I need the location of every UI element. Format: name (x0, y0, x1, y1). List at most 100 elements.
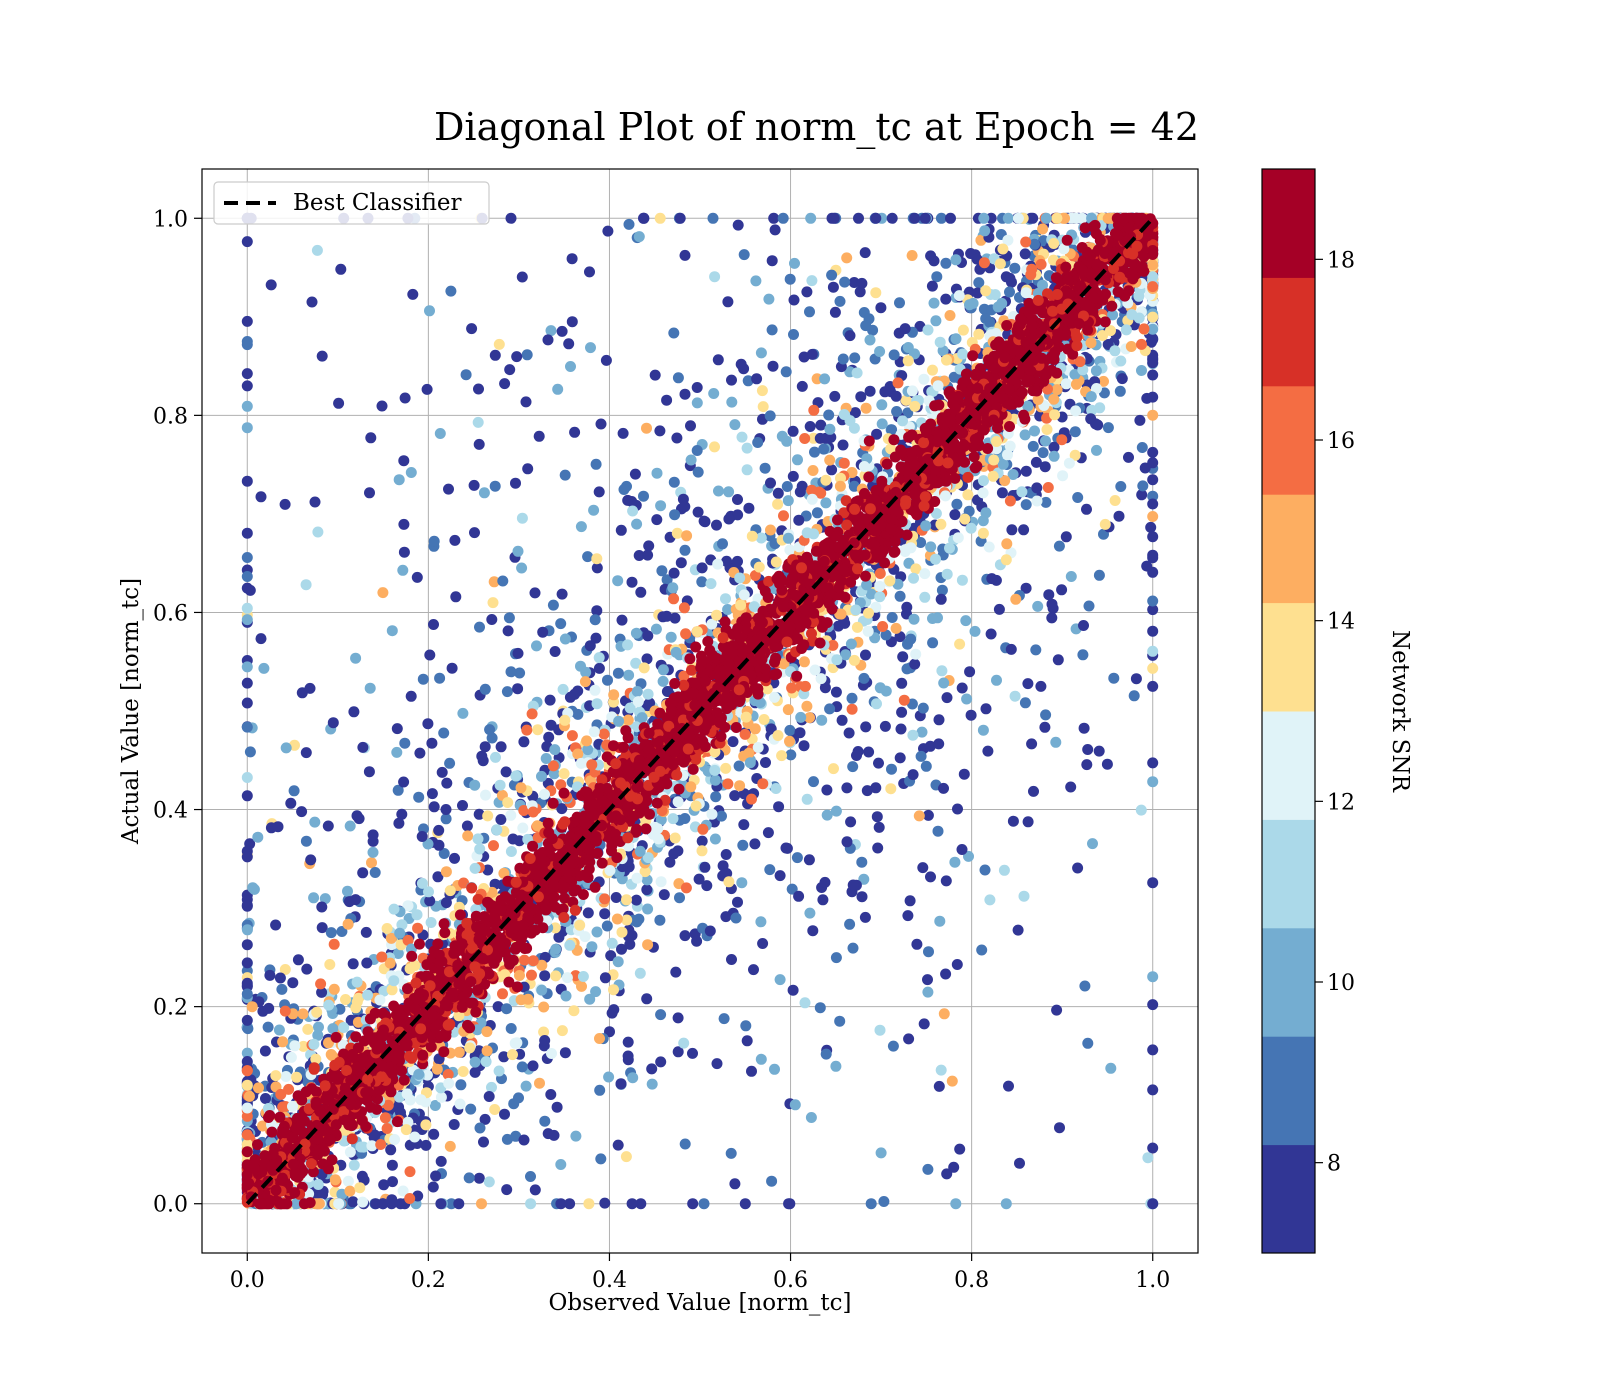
scatter-point (466, 323, 478, 335)
scatter-point (1040, 496, 1052, 508)
scatter-point (1040, 212, 1052, 224)
scatter-point (841, 782, 853, 794)
scatter-point (935, 212, 947, 224)
scatter-point (982, 745, 994, 757)
scatter-point (1056, 584, 1068, 596)
scatter-point (1083, 600, 1095, 612)
scatter-point (941, 692, 953, 704)
scatter-point (300, 835, 312, 847)
scatter-point (348, 1159, 360, 1171)
scatter-point (438, 848, 450, 859)
scatter-point (626, 576, 638, 588)
scatter-point (820, 1048, 832, 1060)
scatter-point (481, 1045, 493, 1057)
scatter-point (776, 750, 788, 762)
scatter-point (453, 1046, 465, 1058)
scatter-point (909, 400, 921, 412)
scatter-point (590, 632, 602, 644)
scatter-point (351, 996, 363, 1008)
scatter-point (927, 637, 939, 649)
scatter-point (288, 785, 300, 797)
scatter-point (826, 269, 838, 281)
scatter-point (795, 711, 807, 723)
scatter-point (860, 649, 871, 661)
scatter-point (583, 1198, 595, 1210)
scatter-point (1147, 409, 1159, 421)
scatter-point (455, 1079, 467, 1091)
scatter-point (1072, 862, 1084, 874)
scatter-point (1133, 312, 1145, 324)
scatter-point (538, 1001, 550, 1013)
scatter-point (919, 591, 931, 603)
scatter-point (1012, 212, 1024, 224)
scatter-point (552, 383, 564, 395)
scatter-point (922, 324, 934, 336)
scatter-point (548, 1129, 560, 1141)
scatter-point (768, 212, 780, 224)
scatter-point (950, 1198, 962, 1210)
scatter-point (559, 633, 571, 645)
scatter-point (323, 999, 335, 1011)
scatter-point (940, 968, 952, 980)
scatter-point (859, 911, 871, 923)
scatter-point (622, 1036, 634, 1048)
scatter-point (544, 694, 556, 706)
scatter-point (809, 664, 821, 676)
scatter-point (962, 471, 974, 483)
scatter-point (388, 975, 400, 987)
scatter-point (1147, 645, 1159, 657)
scatter-point (1081, 503, 1092, 515)
scatter-point (789, 257, 800, 269)
scatter-point (988, 454, 1000, 466)
scatter-point (615, 1078, 627, 1090)
scatter-point (367, 846, 379, 858)
scatter-point (622, 714, 634, 726)
scatter-point (365, 432, 377, 444)
scatter-point (638, 662, 650, 674)
scatter-point (672, 372, 684, 384)
scatter-point (488, 840, 499, 852)
scatter-point (420, 1119, 432, 1131)
scatter-point (391, 1116, 403, 1128)
scatter-point (902, 355, 914, 367)
scatter-point (1018, 524, 1030, 536)
scatter-point (879, 386, 891, 398)
scatter-point (958, 768, 970, 780)
scatter-point (839, 276, 851, 288)
scatter-point (909, 658, 921, 670)
scatter-point (565, 361, 576, 372)
scatter-point (1019, 697, 1031, 709)
scatter-point (324, 959, 336, 970)
scatter-point (501, 1003, 513, 1015)
scatter-point (1038, 235, 1050, 247)
scatter-point (769, 224, 781, 236)
scatter-point (699, 861, 711, 873)
scatter-point (476, 1198, 487, 1210)
scatter-point (428, 535, 440, 547)
scatter-point (923, 946, 934, 958)
scatter-point (505, 212, 517, 224)
scatter-point (678, 602, 690, 614)
scatter-point (991, 436, 1002, 447)
scatter-point (732, 494, 743, 505)
scatter-point (798, 740, 810, 752)
scatter-point (342, 918, 354, 930)
scatter-point (870, 782, 882, 794)
scatter-point (598, 728, 610, 740)
scatter-point (980, 507, 992, 519)
scatter-point (514, 970, 525, 981)
scatter-point (1004, 440, 1016, 452)
scatter-point (837, 439, 849, 451)
scatter-point (735, 599, 747, 611)
scatter-point (709, 833, 721, 845)
scatter-point (1040, 709, 1052, 721)
scatter-point (669, 832, 681, 844)
scatter-point (1147, 311, 1159, 323)
scatter-point (821, 784, 833, 796)
scatter-point (1012, 924, 1024, 936)
scatter-point (547, 599, 559, 611)
scatter-point (559, 714, 571, 726)
scatter-point (1019, 248, 1031, 260)
scatter-point (510, 1130, 522, 1142)
